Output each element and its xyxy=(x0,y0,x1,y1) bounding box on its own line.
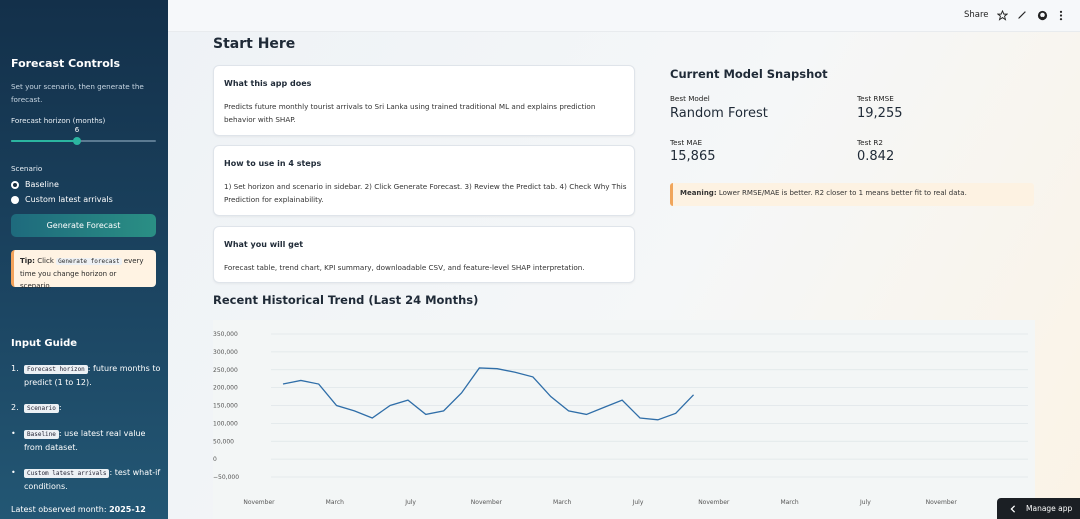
x-tick-label: March xyxy=(553,499,571,506)
pencil-icon[interactable] xyxy=(1015,8,1029,22)
y-tick-label: 100,000 xyxy=(213,420,238,427)
scenario-option-custom[interactable]: Custom latest arrivals xyxy=(11,195,113,204)
tip-prefix: Tip: xyxy=(20,257,35,265)
x-tick-label: November xyxy=(471,499,503,506)
scenario-label: Scenario xyxy=(11,164,43,173)
horizon-slider-thumb[interactable] xyxy=(73,137,81,145)
trend-title: Recent Historical Trend (Last 24 Months) xyxy=(213,293,479,307)
star-icon[interactable] xyxy=(995,8,1009,22)
generate-forecast-button[interactable]: Generate Forecast xyxy=(11,214,156,237)
info-card: What this app does Predicts future month… xyxy=(213,65,635,136)
tip-code: Generate forecast xyxy=(56,258,122,265)
rmse-value: 19,255 xyxy=(857,106,903,121)
sidebar-description: Set your scenario, then generate the for… xyxy=(11,82,144,104)
guide-text: : use latest real value from dataset. xyxy=(24,429,146,452)
input-guide-title: Input Guide xyxy=(11,338,78,349)
guide-marker: 2. xyxy=(11,403,19,412)
guide-item: 1. Forecast horizon: future months to pr… xyxy=(11,362,161,389)
best-model-label: Best Model xyxy=(670,94,710,103)
card-body: 1) Set horizon and scenario in sidebar. … xyxy=(224,182,627,204)
x-tick-label: November xyxy=(698,499,730,506)
start-here-title: Start Here xyxy=(213,36,296,52)
guide-item: 2. Scenario: xyxy=(11,401,161,415)
y-tick-label: 250,000 xyxy=(213,367,238,374)
y-tick-label: 50,000 xyxy=(213,438,234,445)
chevron-left-icon xyxy=(1010,504,1016,513)
guide-item: • Baseline: use latest real value from d… xyxy=(11,427,161,454)
guide-code: Scenario xyxy=(24,404,59,413)
series-line xyxy=(282,367,695,421)
guide-marker: • xyxy=(11,429,16,438)
x-tick-label: November xyxy=(926,499,958,506)
r2-label: Test R2 xyxy=(857,138,884,147)
radio-unselected-icon xyxy=(11,195,19,204)
guide-text: : future months to predict (1 to 12). xyxy=(24,364,161,387)
radio-selected-icon xyxy=(11,180,19,189)
horizon-label: Forecast horizon (months) xyxy=(11,116,106,125)
latest-value: 2025-12 xyxy=(109,505,146,514)
card-title: What this app does xyxy=(224,79,312,88)
mae-label: Test MAE xyxy=(670,138,703,147)
guide-code: Custom latest arrivals xyxy=(24,469,110,478)
card-body: Predicts future monthly tourist arrivals… xyxy=(224,102,596,124)
latest-observed-month: Latest observed month: 2025-12 xyxy=(11,505,146,514)
x-tick-label: March xyxy=(326,499,344,506)
card-title: How to use in 4 steps xyxy=(224,159,322,168)
tip-text-before: Click xyxy=(37,257,54,265)
y-tick-label: 200,000 xyxy=(213,385,238,392)
card-body: Forecast table, trend chart, KPI summary… xyxy=(224,263,585,272)
x-tick-label: March xyxy=(780,499,798,506)
card-title: What you will get xyxy=(224,240,304,249)
guide-text: : test what-if conditions. xyxy=(24,468,161,491)
latest-label: Latest observed month: xyxy=(11,505,107,514)
info-card: How to use in 4 steps 1) Set horizon and… xyxy=(213,145,635,216)
y-tick-label: 150,000 xyxy=(213,403,238,410)
horizon-slider[interactable] xyxy=(11,137,156,145)
tip-text-after: every time you change horizon or scenari… xyxy=(20,257,144,290)
meaning-callout: Meaning: Lower RMSE/MAE is better. R2 cl… xyxy=(670,183,1034,206)
main-content: Share Start Here What this app does Pred… xyxy=(168,0,1080,519)
y-tick-label: −50,000 xyxy=(213,474,239,481)
trend-chart-svg: 350,000 300,000 250,000 200,000 150,000 100,0… xyxy=(213,331,1028,506)
best-model-value: Random Forest xyxy=(670,106,768,121)
scenario-option-baseline[interactable]: Baseline xyxy=(11,180,59,189)
trend-chart: 350,000 300,000 250,000 200,000 150,000 100,0… xyxy=(213,320,1035,519)
x-tick-label: July xyxy=(632,499,644,506)
guide-item: • Custom latest arrivals: test what-if c… xyxy=(11,466,161,493)
snapshot-title: Current Model Snapshot xyxy=(670,67,828,81)
guide-code: Baseline xyxy=(24,430,59,439)
x-tick-label: November xyxy=(243,499,275,506)
manage-app-label: Manage app xyxy=(1026,504,1073,513)
mae-value: 15,865 xyxy=(670,149,716,164)
horizon-slider-value: 6 xyxy=(74,126,80,134)
scenario-option-label: Custom latest arrivals xyxy=(25,195,113,204)
more-icon[interactable] xyxy=(1054,8,1068,22)
scenario-option-label: Baseline xyxy=(25,180,59,189)
y-tick-label: 350,000 xyxy=(213,331,238,338)
guide-code: Forecast horizon xyxy=(24,365,88,374)
r2-value: 0.842 xyxy=(857,149,895,164)
sidebar-title: Forecast Controls xyxy=(11,57,121,70)
meaning-text: Lower RMSE/MAE is better. R2 closer to 1… xyxy=(718,189,967,197)
x-tick-label: July xyxy=(404,499,416,506)
guide-text: : xyxy=(58,403,62,412)
share-button[interactable]: Share xyxy=(964,10,989,20)
guide-marker: • xyxy=(11,468,16,477)
tip-box: Tip: Click Generate forecast every time … xyxy=(11,250,156,290)
rmse-label: Test RMSE xyxy=(857,94,894,103)
top-toolbar: Share xyxy=(168,0,1080,32)
sidebar: Forecast Controls Set your scenario, the… xyxy=(0,0,168,519)
manage-app-button[interactable]: Manage app xyxy=(997,498,1080,519)
horizon-slider-fill xyxy=(11,140,77,142)
meaning-label: Meaning: xyxy=(680,189,717,197)
github-icon[interactable] xyxy=(1035,8,1049,22)
y-tick-label: 300,000 xyxy=(213,349,238,356)
info-card: What you will get Forecast table, trend … xyxy=(213,226,635,283)
guide-marker: 1. xyxy=(11,364,19,373)
x-tick-label: July xyxy=(859,499,871,506)
y-tick-label: 0 xyxy=(213,456,217,463)
